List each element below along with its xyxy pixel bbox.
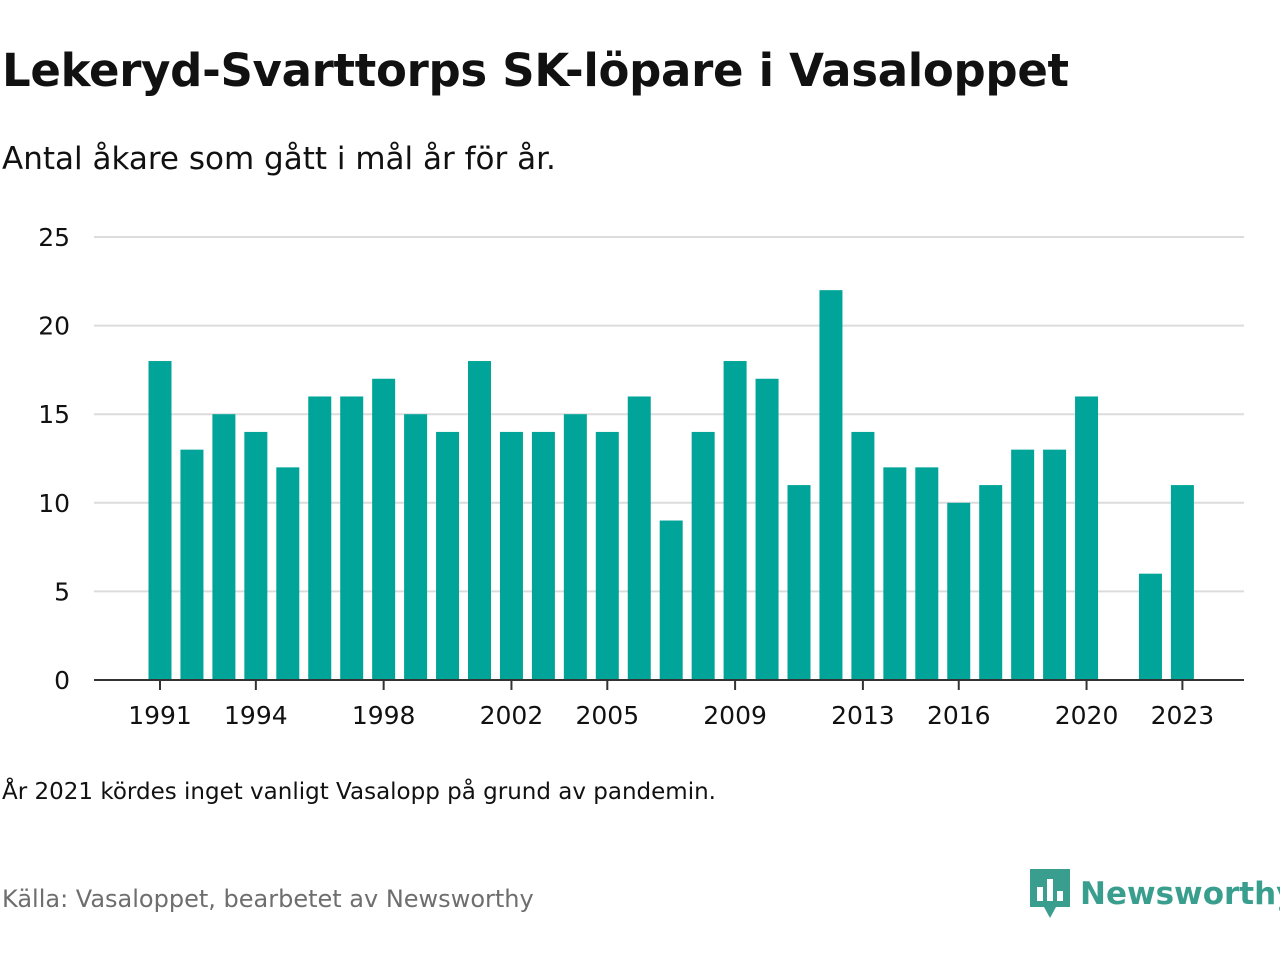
bar-2012	[819, 290, 843, 680]
bar-2019	[1043, 449, 1067, 680]
chart-note: År 2021 kördes inget vanligt Vasalopp på…	[2, 779, 716, 805]
x-tick-label: 2020	[1055, 701, 1119, 730]
bar-chart: 0 5 10 15 20 25 1991 1994 1998 2002 2005 2009 2013 2…	[38, 223, 1244, 730]
newsworthy-logo-icon	[1030, 869, 1070, 918]
bar-2014	[883, 467, 907, 680]
bar-2017	[979, 485, 1003, 680]
bar-2023	[1170, 485, 1194, 680]
bar-2009	[723, 361, 747, 680]
bar-1999	[404, 414, 428, 680]
x-tick-label: 2023	[1151, 701, 1215, 730]
brand-name: Newsworthy	[1080, 876, 1280, 912]
y-tick-label: 25	[38, 223, 70, 252]
x-tick-label: 1991	[128, 701, 192, 730]
bar-1997	[340, 396, 364, 680]
bar-2018	[1011, 449, 1035, 680]
y-tick-label: 10	[38, 489, 70, 518]
bar-1992	[180, 449, 204, 680]
y-axis-tick-labels: 0 5 10 15 20 25	[38, 223, 70, 695]
bar-2015	[915, 467, 939, 680]
y-tick-label: 15	[38, 400, 70, 429]
x-tick-label: 1998	[352, 701, 416, 730]
x-tick-label: 2016	[927, 701, 991, 730]
bar-2008	[691, 431, 715, 680]
chart-subtitle: Antal åkare som gått i mål år för år.	[2, 141, 556, 177]
bar-2016	[947, 502, 971, 680]
bar-2022	[1138, 573, 1162, 680]
x-tick-label: 2009	[703, 701, 767, 730]
y-tick-label: 20	[38, 312, 70, 341]
source-text: Källa: Vasaloppet, bearbetet av Newswort…	[2, 885, 534, 913]
y-tick-label: 5	[54, 577, 70, 606]
bar-2020	[1075, 396, 1099, 680]
bar-2001	[468, 361, 491, 680]
bar-2007	[659, 520, 683, 680]
bar-1996	[308, 396, 332, 680]
bar-2011	[787, 485, 811, 680]
bar-2004	[563, 414, 587, 680]
bar-2013	[851, 431, 875, 680]
bar-2002	[499, 431, 523, 680]
bar-2005	[595, 431, 619, 680]
bar-1994	[244, 431, 268, 680]
chart-title: Lekeryd-Svarttorps SK-löpare i Vasaloppe…	[2, 44, 1069, 97]
x-tick-label: 2013	[831, 701, 895, 730]
bar-1995	[276, 467, 300, 680]
y-tick-label: 0	[54, 666, 70, 695]
bars	[148, 290, 1194, 680]
bar-2006	[627, 396, 651, 680]
x-tick-label: 2005	[575, 701, 639, 730]
bar-1993	[212, 414, 236, 680]
bar-1991	[148, 361, 172, 680]
brand-logo[interactable]: Newsworthy	[1030, 868, 1280, 920]
x-tick-label: 2002	[480, 701, 544, 730]
bar-1998	[372, 378, 396, 680]
bar-2000	[436, 431, 460, 680]
x-tick-label: 1994	[224, 701, 288, 730]
bar-2010	[755, 378, 779, 680]
x-axis: 1991 1994 1998 2002 2005 2009 2013 2016 2020 2023	[94, 679, 1244, 730]
bar-2003	[531, 431, 555, 680]
